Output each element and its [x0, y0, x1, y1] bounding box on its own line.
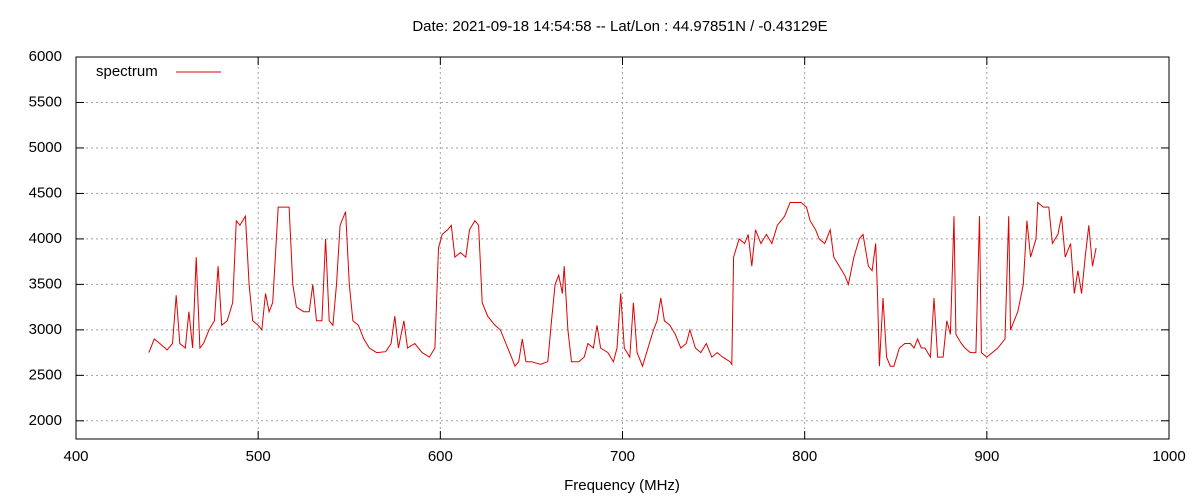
- x-tick-label: 1000: [1152, 448, 1185, 465]
- y-tick-label: 5500: [29, 93, 62, 110]
- x-axis-label: Frequency (MHz): [564, 477, 680, 494]
- x-tick-label: 700: [610, 448, 635, 465]
- y-tick-label: 3000: [29, 321, 62, 338]
- x-tick-label: 800: [792, 448, 817, 465]
- x-tick-label: 900: [974, 448, 999, 465]
- y-tick-label: 2000: [29, 412, 62, 429]
- y-tick-label: 3500: [29, 275, 62, 292]
- x-tick-label: 600: [428, 448, 453, 465]
- plot-border: [75, 56, 1170, 440]
- legend-label: spectrum: [96, 63, 158, 80]
- y-tick-label: 5000: [29, 139, 62, 156]
- y-tick-label: 6000: [29, 48, 62, 65]
- series-line: [148, 201, 1097, 368]
- chart-title: Date: 2021-09-18 14:54:58 -- Lat/Lon : 4…: [412, 18, 827, 35]
- y-tick-label: 4500: [29, 184, 62, 201]
- x-tick-label: 500: [246, 448, 271, 465]
- y-tick-label: 4000: [29, 230, 62, 247]
- x-tick-label: 400: [63, 448, 88, 465]
- y-tick-label: 2500: [29, 366, 62, 383]
